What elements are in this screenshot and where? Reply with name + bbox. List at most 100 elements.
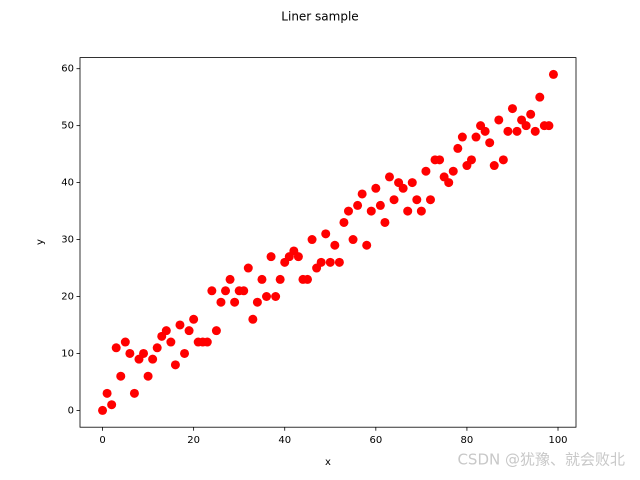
point bbox=[435, 155, 445, 165]
point bbox=[535, 92, 545, 102]
point bbox=[139, 348, 149, 358]
point bbox=[471, 132, 481, 142]
point bbox=[362, 240, 372, 250]
point bbox=[380, 217, 390, 227]
point bbox=[348, 235, 358, 245]
point bbox=[180, 348, 190, 358]
point bbox=[416, 206, 426, 216]
point bbox=[521, 121, 531, 131]
y-tick-label: 0 bbox=[68, 405, 74, 416]
point bbox=[303, 274, 313, 284]
point bbox=[184, 326, 194, 336]
point bbox=[243, 263, 253, 273]
point bbox=[116, 371, 126, 381]
point bbox=[307, 235, 317, 245]
point bbox=[211, 326, 221, 336]
point bbox=[334, 257, 344, 267]
point bbox=[485, 138, 495, 148]
point bbox=[489, 161, 499, 171]
point bbox=[425, 195, 435, 205]
point bbox=[453, 143, 463, 153]
point bbox=[421, 166, 431, 176]
point bbox=[148, 354, 158, 364]
point bbox=[407, 178, 417, 188]
point bbox=[448, 166, 458, 176]
x-axis-label: x bbox=[325, 457, 331, 468]
point bbox=[189, 314, 199, 324]
point bbox=[339, 217, 349, 227]
point bbox=[412, 195, 422, 205]
point bbox=[102, 388, 112, 398]
point bbox=[330, 240, 340, 250]
point bbox=[143, 371, 153, 381]
point bbox=[125, 348, 135, 358]
point bbox=[161, 326, 171, 336]
point bbox=[221, 286, 231, 296]
point bbox=[530, 126, 540, 136]
point bbox=[480, 126, 490, 136]
point bbox=[526, 109, 536, 119]
point bbox=[366, 206, 376, 216]
point bbox=[389, 195, 399, 205]
y-tick-label: 40 bbox=[61, 178, 74, 189]
point bbox=[384, 172, 394, 182]
watermark: CSDN @犹豫、就会败北 bbox=[457, 451, 625, 469]
point bbox=[457, 132, 467, 142]
point bbox=[230, 297, 240, 307]
y-tick-label: 10 bbox=[61, 348, 74, 359]
point bbox=[166, 337, 176, 347]
point bbox=[225, 274, 235, 284]
point bbox=[120, 337, 130, 347]
x-tick-label: 60 bbox=[369, 435, 382, 446]
point bbox=[544, 121, 554, 131]
point bbox=[371, 183, 381, 193]
point bbox=[239, 286, 249, 296]
point bbox=[353, 200, 363, 210]
plot-frame bbox=[79, 57, 577, 428]
point bbox=[375, 200, 385, 210]
point bbox=[107, 400, 117, 410]
y-tick-label: 50 bbox=[61, 121, 74, 132]
point bbox=[343, 206, 353, 216]
y-axis-label: y bbox=[35, 239, 46, 245]
point bbox=[98, 405, 108, 415]
point bbox=[512, 126, 522, 136]
point bbox=[216, 297, 226, 307]
point bbox=[175, 320, 185, 330]
point bbox=[325, 257, 335, 267]
chart-title: Liner sample bbox=[281, 10, 358, 24]
point bbox=[316, 257, 326, 267]
point bbox=[357, 189, 367, 199]
x-tick-label: 80 bbox=[461, 435, 474, 446]
point bbox=[494, 115, 504, 125]
point bbox=[207, 286, 217, 296]
point bbox=[398, 183, 408, 193]
point bbox=[444, 178, 454, 188]
x-tick-label: 0 bbox=[99, 435, 105, 446]
point bbox=[275, 274, 285, 284]
point bbox=[293, 252, 303, 262]
point bbox=[271, 292, 281, 302]
point bbox=[111, 343, 121, 353]
point bbox=[252, 297, 262, 307]
point bbox=[403, 206, 413, 216]
point bbox=[321, 229, 331, 239]
point bbox=[266, 252, 276, 262]
y-tick-label: 20 bbox=[61, 292, 74, 303]
point bbox=[202, 337, 212, 347]
point bbox=[257, 274, 267, 284]
point bbox=[152, 343, 162, 353]
point bbox=[466, 155, 476, 165]
x-tick-label: 40 bbox=[278, 435, 291, 446]
y-tick-label: 60 bbox=[61, 64, 74, 75]
x-tick-label: 20 bbox=[187, 435, 200, 446]
point bbox=[262, 292, 272, 302]
point bbox=[498, 155, 508, 165]
point bbox=[129, 388, 139, 398]
y-tick-label: 30 bbox=[61, 235, 74, 246]
x-tick-label: 100 bbox=[548, 435, 567, 446]
point bbox=[548, 69, 558, 79]
point bbox=[248, 314, 258, 324]
